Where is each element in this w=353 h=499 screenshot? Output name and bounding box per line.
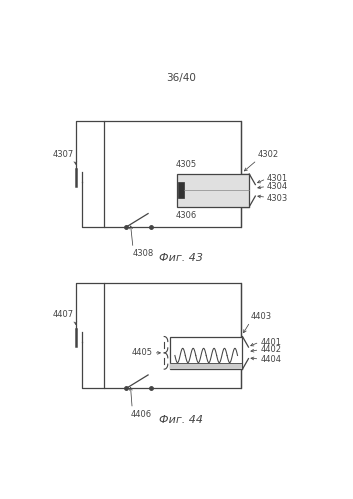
- Text: 36/40: 36/40: [166, 73, 196, 83]
- Text: 4405: 4405: [132, 348, 153, 357]
- Bar: [104, 283, 241, 388]
- Text: 4401: 4401: [260, 338, 281, 347]
- Bar: [170, 336, 243, 369]
- Text: Фиг. 44: Фиг. 44: [159, 415, 203, 425]
- Bar: [177, 174, 249, 207]
- Text: 4406: 4406: [131, 410, 152, 419]
- Text: 4304: 4304: [267, 182, 288, 191]
- Text: 4407: 4407: [53, 310, 74, 319]
- Text: Фиг. 43: Фиг. 43: [159, 253, 203, 263]
- Text: 4302: 4302: [258, 150, 279, 159]
- Text: 4308: 4308: [132, 250, 154, 258]
- Text: 4303: 4303: [267, 194, 288, 203]
- Bar: [170, 363, 243, 369]
- Text: 4307: 4307: [53, 150, 74, 159]
- Bar: [178, 182, 184, 199]
- Text: 4403: 4403: [251, 312, 272, 321]
- Bar: [104, 121, 241, 227]
- Text: 4305: 4305: [175, 160, 197, 169]
- Text: 4306: 4306: [175, 211, 197, 220]
- Text: 4301: 4301: [267, 174, 288, 183]
- Text: 4404: 4404: [260, 355, 281, 364]
- Text: 4402: 4402: [260, 345, 281, 354]
